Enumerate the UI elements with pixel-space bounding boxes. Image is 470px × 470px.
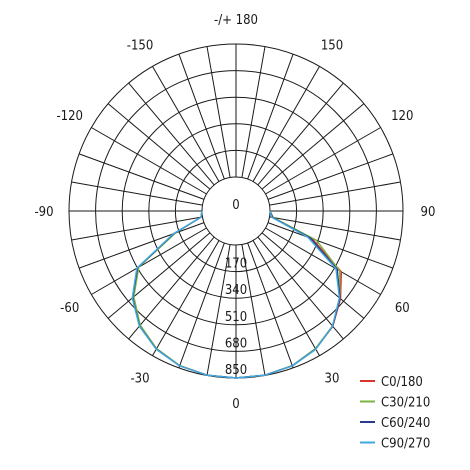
grid-spoke: [91, 127, 207, 195]
legend-label: C90/270: [381, 437, 430, 452]
grid-spoke: [107, 103, 211, 190]
grid-spoke: [71, 216, 203, 241]
radial-tick-label: 850: [225, 363, 247, 378]
grid-spoke: [178, 242, 225, 369]
legend-label: C0/180: [381, 375, 423, 390]
legend-label: C60/240: [381, 416, 430, 431]
legend-label: C30/210: [381, 396, 430, 411]
grid-spoke: [247, 242, 294, 369]
grid-spoke: [261, 232, 365, 319]
grid-spoke: [178, 53, 225, 180]
grid-spoke: [107, 232, 211, 319]
grid-spoke: [257, 82, 344, 186]
grid-spoke: [247, 53, 294, 180]
grid-spoke: [265, 227, 381, 295]
grid-spoke: [267, 222, 394, 269]
grid-spoke: [206, 46, 231, 178]
radial-tick-label: 170: [225, 257, 247, 272]
polar-grid: [68, 43, 404, 379]
angle-label: -150: [127, 39, 154, 54]
radial-tick-label: 510: [225, 310, 247, 325]
grid-spoke: [252, 66, 320, 182]
angle-label: -60: [60, 301, 79, 316]
legend: C0/180 C30/210 C60/240 C90/270: [360, 375, 430, 452]
grid-spoke: [78, 153, 205, 200]
angle-label: 150: [321, 39, 343, 54]
grid-spoke: [252, 240, 320, 356]
grid-spoke: [128, 236, 215, 340]
angle-label: -120: [56, 109, 83, 124]
grid-spoke: [265, 127, 381, 195]
labels-group: -/+ 180 -150 150 -120 120 -90 90 -60 60 -30 30 0 0 17…: [34, 13, 435, 412]
grid-spoke: [241, 244, 266, 376]
grid-spoke: [267, 153, 394, 200]
angle-label: 60: [395, 301, 410, 316]
curves-group: [131, 210, 343, 379]
angle-label: -90: [34, 205, 53, 220]
grid-spoke: [91, 227, 207, 295]
grid-spoke: [206, 244, 231, 376]
grid-spoke: [269, 181, 401, 206]
radial-tick-label: 0: [232, 198, 239, 213]
radial-tick-label: 340: [225, 283, 247, 298]
grid-spoke: [128, 82, 215, 186]
radial-tick-label: 680: [225, 336, 247, 351]
grid-spoke: [261, 103, 365, 190]
grid-spoke: [78, 222, 205, 269]
grid-spoke: [71, 181, 203, 206]
grid-spoke: [152, 240, 220, 356]
angle-label: 120: [391, 109, 413, 124]
angle-label: -30: [130, 371, 149, 386]
grid-spoke: [257, 236, 344, 340]
angle-label: 30: [325, 371, 340, 386]
angle-label: 0: [232, 397, 239, 412]
angle-label: 90: [421, 205, 436, 220]
grid-spoke: [241, 46, 266, 178]
grid-spoke: [152, 66, 220, 182]
curve-C90-270: [131, 210, 341, 379]
grid-spoke: [269, 216, 401, 241]
angle-label: -/+ 180: [214, 13, 258, 28]
